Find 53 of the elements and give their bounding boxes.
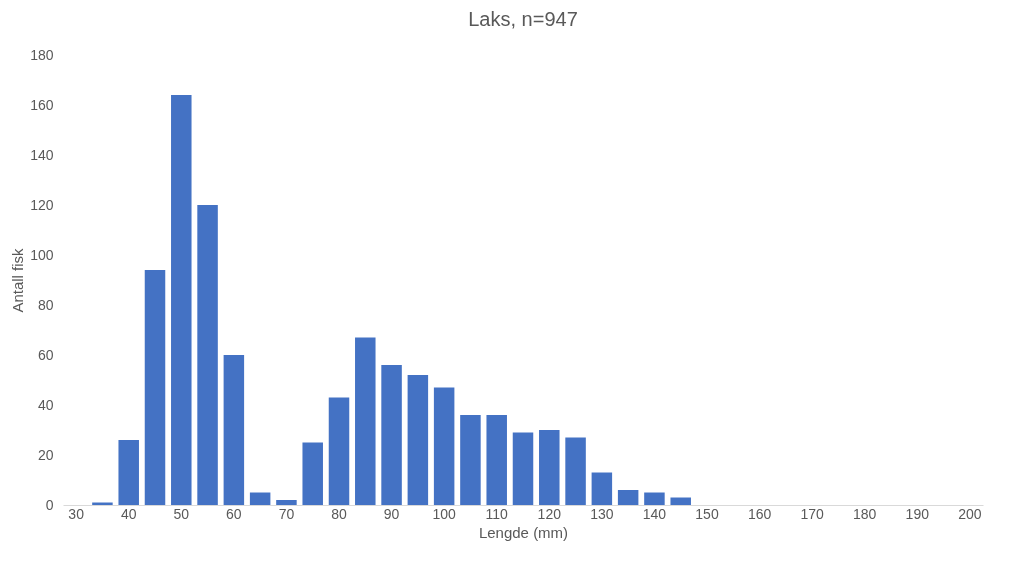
bar — [565, 437, 586, 505]
x-tick-label: 110 — [485, 505, 509, 522]
bar — [486, 415, 507, 505]
x-tick-label: 90 — [383, 505, 400, 522]
bar — [171, 95, 192, 505]
bar — [433, 387, 455, 505]
bar — [197, 205, 218, 505]
y-tick-label: 160 — [30, 96, 54, 113]
y-axis-title: Antall fisk — [9, 247, 27, 313]
bar — [276, 500, 297, 505]
x-tick-label: 170 — [800, 505, 825, 522]
x-tick-label: 120 — [537, 505, 562, 522]
x-tick-label: 80 — [331, 505, 347, 522]
bar — [223, 355, 245, 505]
x-tick-label: 60 — [226, 505, 242, 522]
bar — [381, 365, 402, 505]
x-tick-label: 40 — [120, 505, 137, 522]
y-tick-label: 80 — [37, 296, 54, 313]
x-tick-label: 140 — [642, 505, 667, 522]
bar — [328, 397, 350, 505]
x-tick-label: 180 — [853, 505, 877, 522]
x-axis-title: Lengde (mm) — [478, 523, 569, 541]
y-tick-label: 100 — [30, 246, 54, 263]
x-tick-label: 200 — [958, 505, 982, 522]
bar — [460, 415, 481, 505]
y-tick-label: 180 — [30, 46, 54, 63]
y-tick-label: 40 — [37, 396, 54, 413]
bar — [617, 490, 639, 505]
x-tick-label: 190 — [905, 505, 930, 522]
bar — [355, 337, 376, 505]
bar — [591, 472, 613, 505]
x-tick-label: 50 — [173, 505, 190, 522]
x-tick-label: 30 — [68, 505, 85, 522]
y-tick-label: 140 — [30, 146, 54, 163]
bar — [670, 497, 691, 505]
bar — [539, 430, 560, 505]
bar — [144, 270, 166, 505]
bar — [118, 440, 139, 505]
x-tick-label: 150 — [695, 505, 719, 522]
y-tick-label: 0 — [45, 496, 54, 513]
x-tick-label: 100 — [432, 505, 457, 522]
y-tick-label: 60 — [37, 346, 54, 363]
chart-title: Laks, n=947 — [468, 8, 578, 30]
bar — [407, 375, 429, 505]
bar — [249, 492, 271, 505]
x-tick-label: 70 — [278, 505, 295, 522]
y-tick-label: 120 — [30, 196, 54, 213]
bar — [644, 492, 665, 505]
x-tick-label: 160 — [747, 505, 772, 522]
y-tick-label: 20 — [37, 446, 54, 463]
bar — [302, 442, 323, 505]
bar — [512, 432, 534, 505]
x-tick-label: 130 — [590, 505, 614, 522]
